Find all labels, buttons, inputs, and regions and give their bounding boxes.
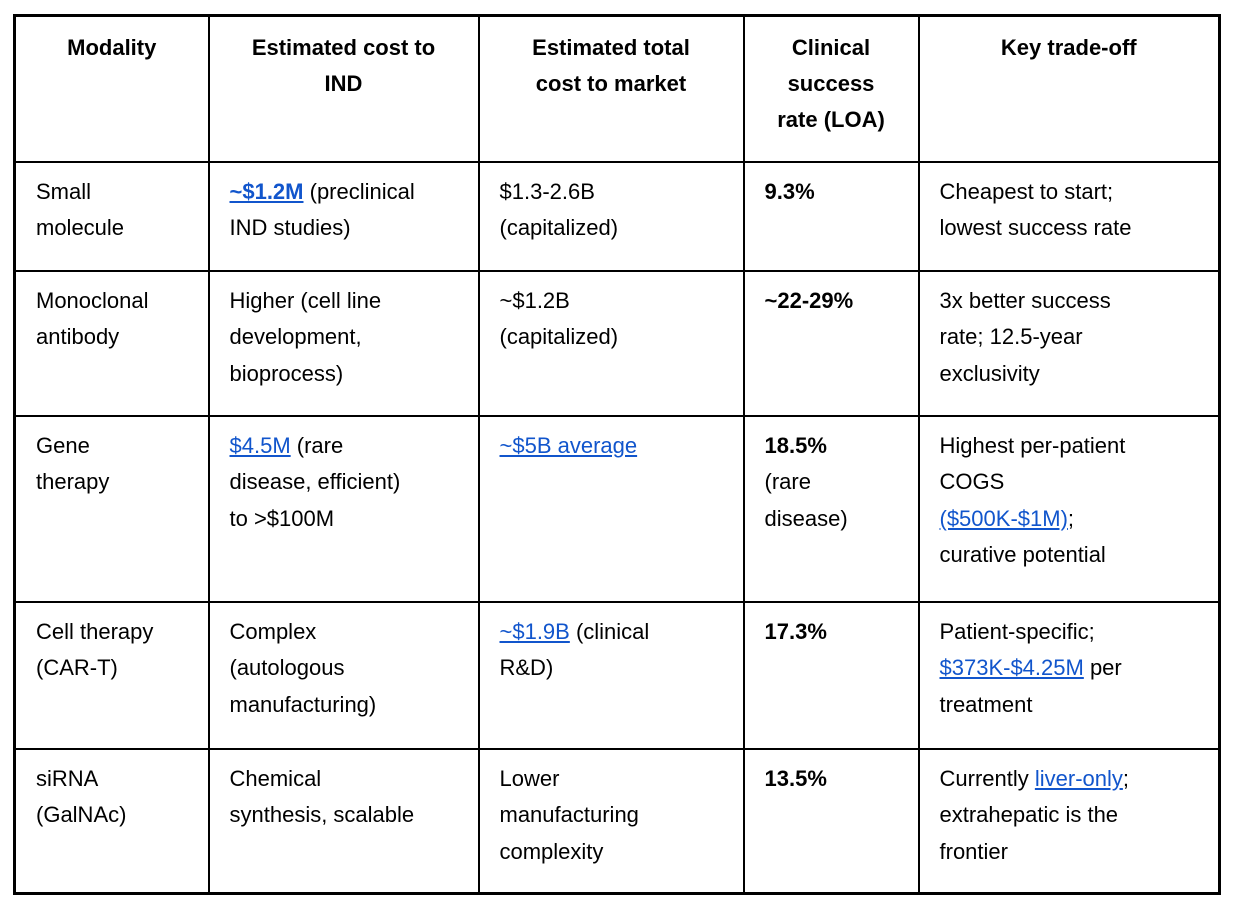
table-cell: $4.5M (rare disease, efficient) to >$100… xyxy=(207,414,480,603)
cell-link[interactable]: $4.5M xyxy=(229,432,291,458)
table-cell: ~$1.9B (clinical R&D) xyxy=(477,600,745,750)
table-cell: $1.3-2.6B (capitalized) xyxy=(477,160,745,272)
cell-text: 13.5% xyxy=(764,765,827,791)
cell-text: ~22-29% xyxy=(764,287,854,313)
table-cell: Higher (cell line development, bioproces… xyxy=(207,269,480,417)
cell-text: 17.3% xyxy=(764,618,827,644)
table-cell: ~$5B average xyxy=(477,414,745,603)
table-cell: Small molecule xyxy=(13,160,210,272)
cell-text: Lower manufacturing complexity xyxy=(499,765,639,864)
column-header-key-tradeoff: Key trade-off xyxy=(917,14,1221,163)
cell-text: (rare disease) xyxy=(764,469,848,531)
cell-text: ~$1.2B (capitalized) xyxy=(499,287,619,350)
cell-text: (clinical R&D) xyxy=(499,618,650,681)
cell-link[interactable]: ($500K-$1M) xyxy=(939,505,1068,531)
table-cell: Patient-specific; $373K-$4.25M per treat… xyxy=(917,600,1221,750)
table-row: Cell therapy (CAR-T) Complex (autologous … xyxy=(13,600,1221,750)
table-row: Gene therapy $4.5M (rare disease, efficie… xyxy=(13,414,1221,603)
table-cell: Complex (autologous manufacturing) xyxy=(207,600,480,750)
cell-text: Patient-specific; xyxy=(939,618,1095,644)
modality-comparison-table-container: Modality Estimated cost to IND Estimated… xyxy=(13,14,1221,895)
cell-text: ; curative potential xyxy=(939,505,1106,568)
header-row: Modality Estimated cost to IND Estimated… xyxy=(13,14,1221,163)
table-cell: ~$1.2M (preclinical IND studies) xyxy=(207,160,480,272)
table-cell: Cheapest to start; lowest success rate xyxy=(917,160,1221,272)
table-cell: ~22-29% xyxy=(742,269,920,417)
column-header-modality: Modality xyxy=(13,14,210,163)
table-cell: 3x better success rate; 12.5-year exclus… xyxy=(917,269,1221,417)
cell-text: $1.3-2.6B (capitalized) xyxy=(499,178,619,241)
table-cell: Highest per-patient COGS ($500K-$1M); cu… xyxy=(917,414,1221,603)
column-header-cost-to-market: Estimated total cost to market xyxy=(477,14,745,163)
cell-text: Gene therapy xyxy=(36,432,110,495)
cell-link[interactable]: liver-only xyxy=(1034,765,1123,791)
cell-text: (rare disease, efficient) to >$100M xyxy=(229,432,401,531)
table-cell: Monoclonal antibody xyxy=(13,269,210,417)
table-cell: 13.5% xyxy=(742,747,920,895)
cell-text: 9.3% xyxy=(764,178,815,204)
cell-text: Highest per-patient COGS xyxy=(939,432,1126,495)
table-cell: 18.5% (rare disease) xyxy=(742,414,920,603)
cell-text: ; extrahepatic is the frontier xyxy=(939,765,1130,864)
table-cell: Lower manufacturing complexity xyxy=(477,747,745,895)
cell-text: Higher (cell line development, bioproces… xyxy=(229,287,382,386)
table-row: Monoclonal antibody Higher (cell line dev… xyxy=(13,269,1221,417)
table-header: Modality Estimated cost to IND Estimated… xyxy=(13,14,1221,163)
table-cell: siRNA (GalNAc) xyxy=(13,747,210,895)
table-cell: Chemical synthesis, scalable xyxy=(207,747,480,895)
cell-text: Small molecule xyxy=(36,178,125,241)
column-header-success-rate: Clinical success rate (LOA) xyxy=(742,14,920,163)
cell-text: 18.5% xyxy=(764,432,827,458)
cell-text: Currently xyxy=(939,765,1035,791)
cell-text: Chemical synthesis, scalable xyxy=(229,765,415,828)
table-row: Small molecule ~$1.2M (preclinical IND st… xyxy=(13,160,1221,272)
table-row: siRNA (GalNAc) Chemical synthesis, scalab… xyxy=(13,747,1221,895)
table-cell: Cell therapy (CAR-T) xyxy=(13,600,210,750)
cell-text: Complex (autologous manufacturing) xyxy=(229,618,377,717)
cell-text: siRNA (GalNAc) xyxy=(36,765,127,828)
cell-text: Cell therapy (CAR-T) xyxy=(36,618,154,681)
cell-link[interactable]: ~$5B average xyxy=(499,432,638,458)
cell-text: 3x better success rate; 12.5-year exclus… xyxy=(939,287,1111,386)
table-body: Small molecule ~$1.2M (preclinical IND st… xyxy=(13,160,1221,895)
table-cell: 9.3% xyxy=(742,160,920,272)
cell-text: per treatment xyxy=(939,655,1122,717)
table-cell: Gene therapy xyxy=(13,414,210,603)
column-header-cost-to-ind: Estimated cost to IND xyxy=(207,14,480,163)
cell-text: Monoclonal antibody xyxy=(36,287,149,350)
cell-link[interactable]: ~$1.9B xyxy=(499,618,570,644)
modality-comparison-table: Modality Estimated cost to IND Estimated… xyxy=(13,14,1221,895)
table-cell: Currently liver-only; extrahepatic is th… xyxy=(917,747,1221,895)
cell-link[interactable]: $373K-$4.25M xyxy=(939,655,1084,680)
table-cell: 17.3% xyxy=(742,600,920,750)
cell-text: Cheapest to start; lowest success rate xyxy=(939,178,1132,241)
cell-text: (preclinical IND studies) xyxy=(229,178,415,241)
cell-link[interactable]: ~$1.2M xyxy=(229,178,304,204)
table-cell: ~$1.2B (capitalized) xyxy=(477,269,745,417)
